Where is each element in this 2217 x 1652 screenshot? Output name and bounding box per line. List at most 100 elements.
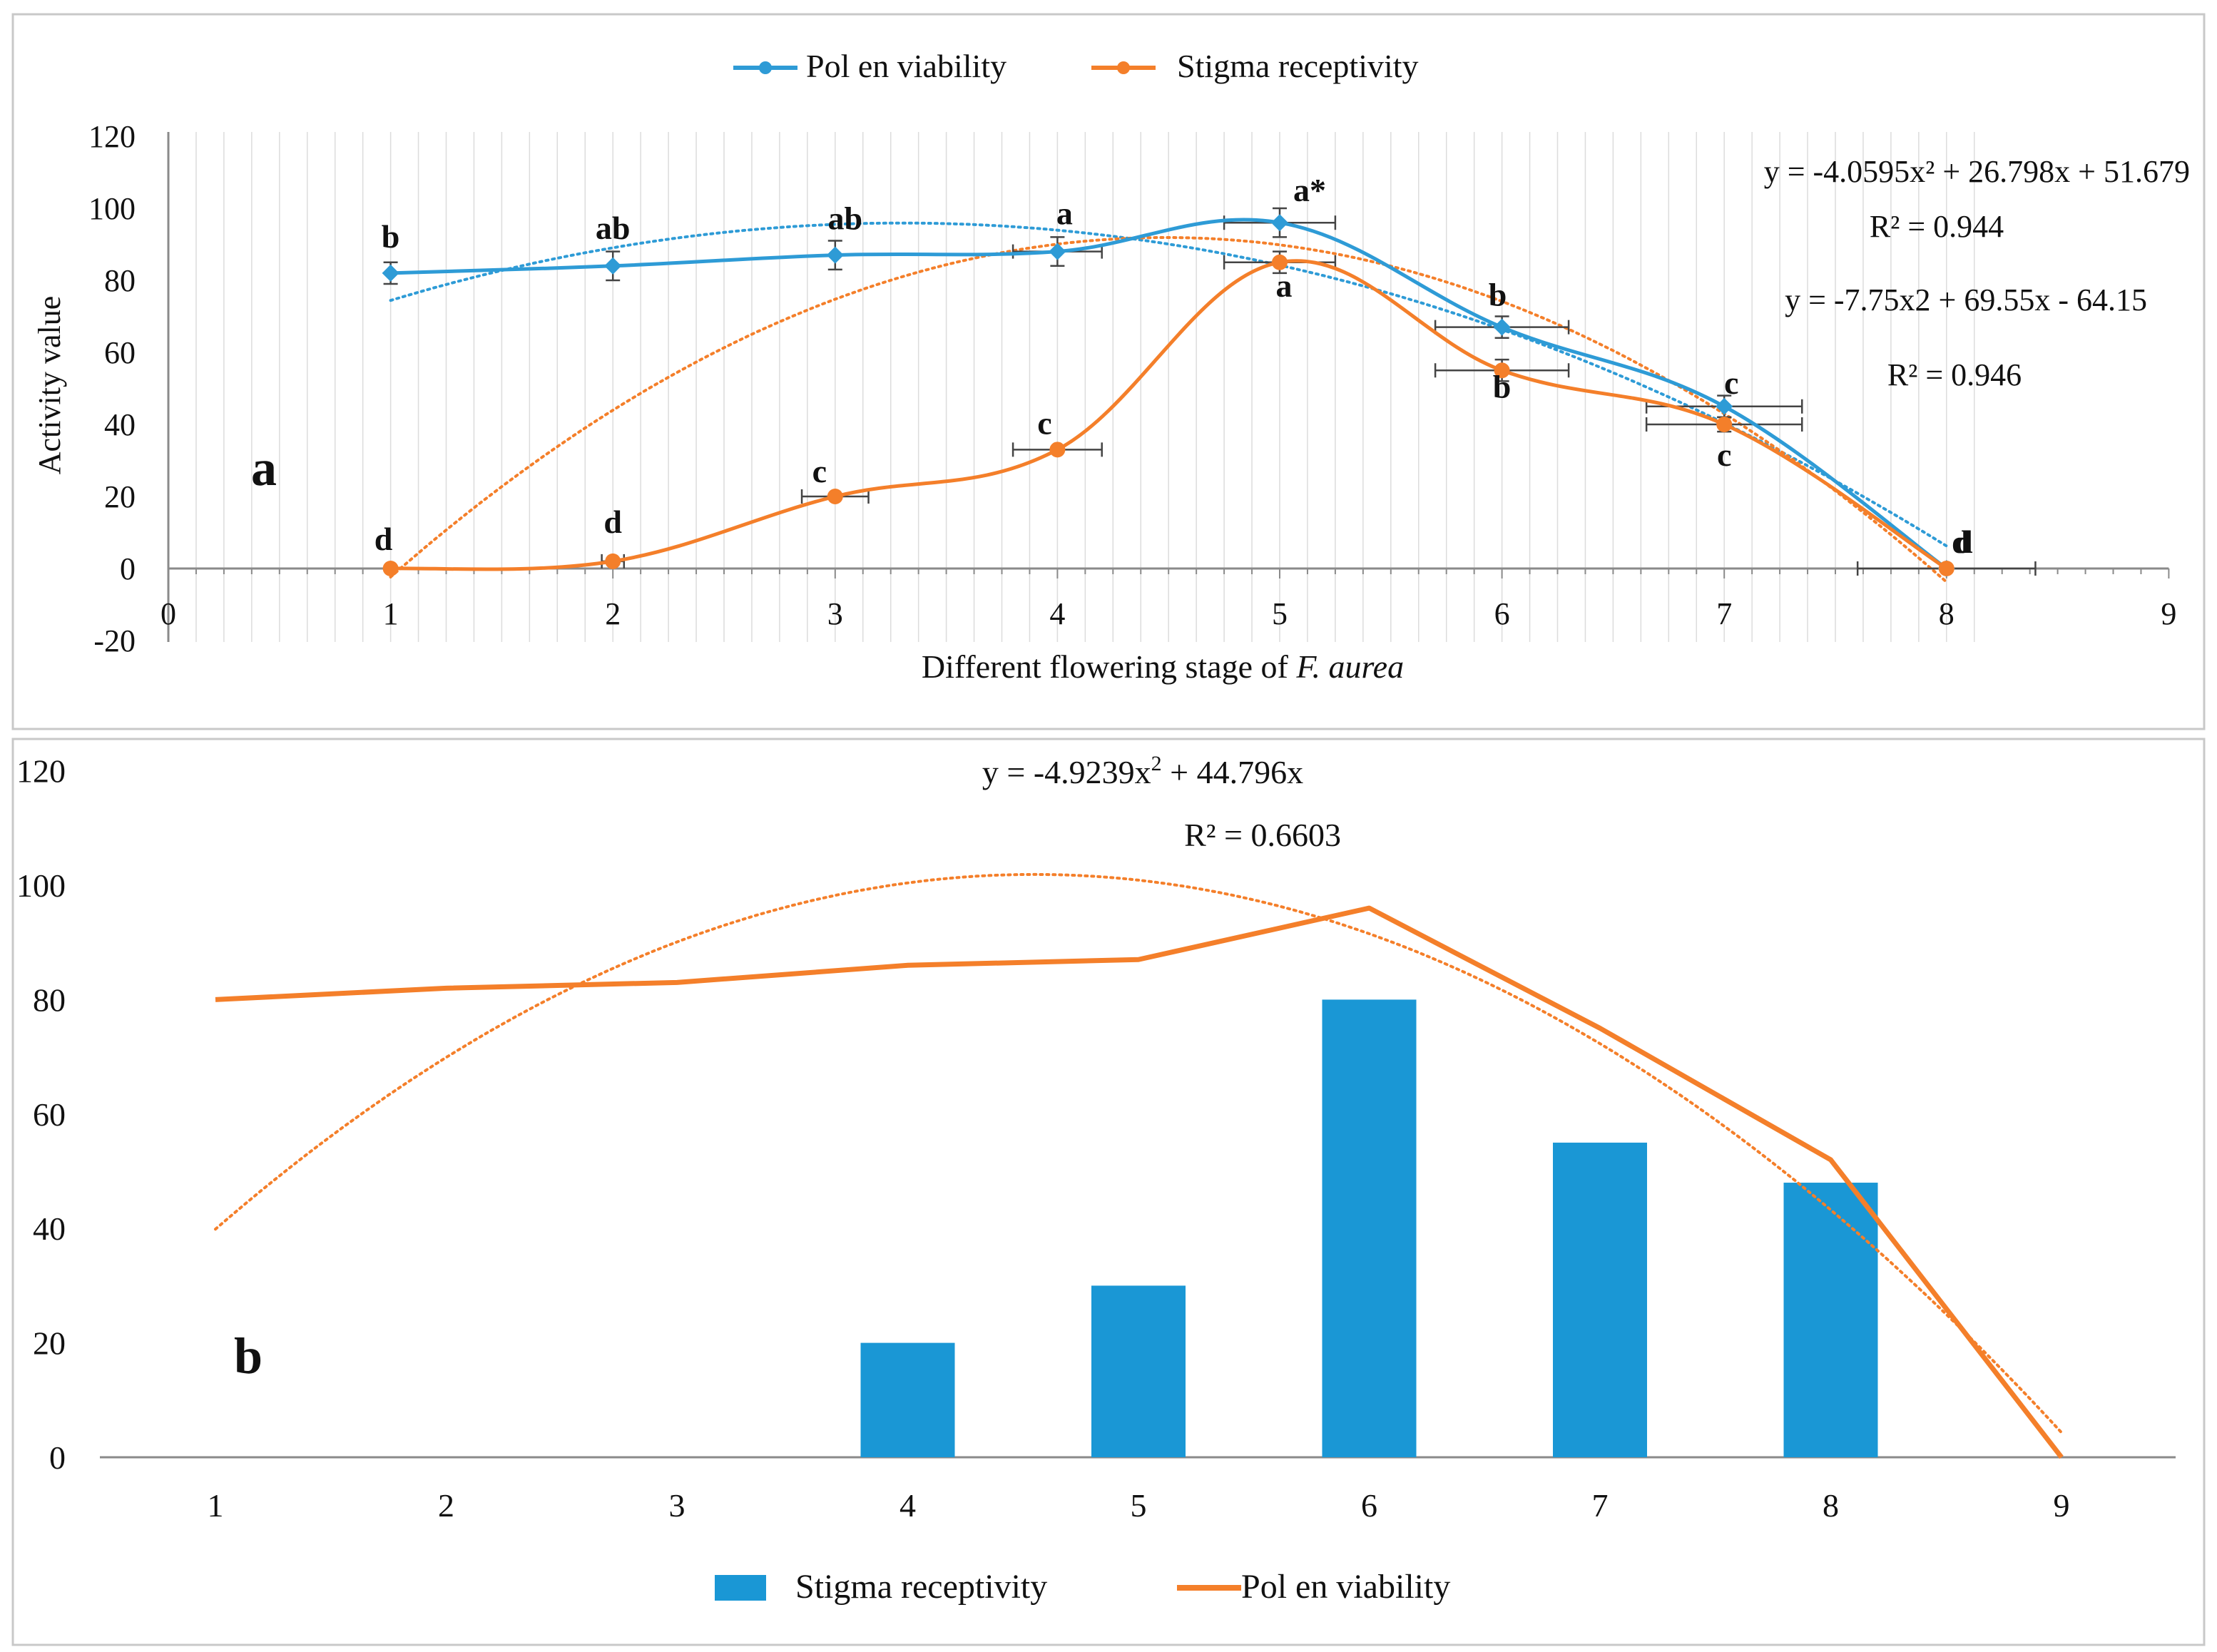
panel-b-trendline bbox=[214, 872, 2063, 1434]
panel-a-label-pollen: ab bbox=[828, 200, 863, 237]
panel-a-line-pollen bbox=[390, 218, 1948, 571]
legend-label-stigma: Stigma receptivity bbox=[1177, 48, 1419, 84]
panel-a-tick-labels: -20 0 20 40 60 80 100 120 0 1 2 3 4 5 6 7 8 9 bbox=[88, 119, 2176, 658]
panel-b-legend-label-stigma: Stigma receptivity bbox=[795, 1568, 1047, 1606]
legend-item-stigma: Stigma receptivity bbox=[1091, 48, 1419, 84]
panel-a-frame bbox=[11, 13, 2206, 730]
panel-a-y-tick-label: 80 bbox=[104, 263, 136, 298]
panel-a-label-stigma: d bbox=[603, 504, 622, 540]
panel-b-trend-equation: y = -4.9239x2 + 44.796x bbox=[982, 752, 1303, 790]
panel-b-bar bbox=[1553, 1142, 1647, 1457]
legend-item-pollen: Pol en viability bbox=[733, 48, 1006, 84]
panel-b-x-tick-label: 4 bbox=[899, 1487, 916, 1524]
panel-b-tick-labels: 0 20 40 60 80 100 120 1 2 3 4 5 6 7 8 9 bbox=[16, 753, 2070, 1524]
panel-a-point-pollen bbox=[382, 264, 399, 282]
panel-a-label-pollen: a bbox=[1056, 195, 1073, 232]
panel-a-x-tick-label: 2 bbox=[605, 596, 621, 631]
panel-a-pollen-trend-equation: y = -4.0595x² + 26.798x + 51.679 bbox=[1764, 154, 2190, 189]
panel-a-y-tick-label: 60 bbox=[104, 335, 136, 370]
panel-a-label-pollen: a* bbox=[1293, 172, 1326, 208]
panel-a-x-tick-label: 3 bbox=[827, 596, 843, 631]
panel-a-label-pollen: d bbox=[1954, 524, 1973, 560]
panel-a-point-stigma bbox=[1049, 442, 1066, 458]
panel-a-label-stigma: b bbox=[1493, 368, 1512, 404]
panel-b-x-tick-label: 8 bbox=[1823, 1487, 1839, 1524]
panel-a-stigma-trend-equation: y = -7.75x2 + 69.55x - 64.15 bbox=[1785, 282, 2147, 317]
panel-a-point-stigma bbox=[1494, 362, 1510, 379]
legend-item-pollen-line: Pol en viability bbox=[1177, 1568, 1450, 1606]
panel-a-point-stigma bbox=[1272, 254, 1288, 270]
panel-a-x-axis-title: Different flowering stage of F. aurea bbox=[922, 648, 1404, 685]
panel-a-label-stigma: c bbox=[1037, 404, 1051, 441]
panel-b-bar bbox=[860, 1342, 955, 1457]
panel-a-line-stigma bbox=[390, 259, 1948, 571]
panel-a-y-axis-title: Activity value bbox=[32, 296, 67, 475]
panel-a-point-stigma bbox=[1938, 561, 1954, 576]
panel-b-line bbox=[215, 905, 2064, 1459]
panel-a-label-pollen: c bbox=[1724, 364, 1738, 401]
panel-a-series-lines bbox=[390, 218, 1948, 571]
panel-a-point-stigma bbox=[382, 561, 399, 576]
panel-b-x-tick-label: 1 bbox=[208, 1487, 224, 1524]
panel-b-legend-label-pollen: Pol en viability bbox=[1241, 1568, 1450, 1606]
panel-b-line-pollen bbox=[215, 905, 2064, 1459]
panel-b-bar bbox=[1783, 1183, 1878, 1457]
panel-a-x-tick-label: 0 bbox=[160, 596, 176, 631]
legend-label-pollen: Pol en viability bbox=[806, 48, 1006, 84]
panel-b-y-tick-label: 60 bbox=[33, 1096, 66, 1133]
panel-b-x-tick-label: 5 bbox=[1131, 1487, 1147, 1524]
panel-b-y-tick-label: 80 bbox=[33, 981, 66, 1018]
panel-a-pollen-trend-r2: R² = 0.944 bbox=[1870, 209, 2004, 244]
panel-a-y-tick-label: -20 bbox=[93, 623, 136, 658]
panel-a-point-pollen bbox=[826, 246, 844, 264]
panel-b-y-tick-label: 0 bbox=[49, 1439, 66, 1476]
panel-a-x-tick-label: 4 bbox=[1049, 596, 1065, 631]
panel-b-x-tick-label: 6 bbox=[1361, 1487, 1377, 1524]
panel-a-legend: Pol en viability Stigma receptivity bbox=[733, 48, 1419, 84]
panel-b-letter: b bbox=[234, 1327, 263, 1385]
panel-a-label-stigma: c bbox=[812, 453, 827, 489]
panel-a-trendline-stigma bbox=[389, 236, 1948, 583]
panel-a-label-pollen: b bbox=[1489, 277, 1507, 313]
panel-a-label-stigma: d bbox=[374, 521, 393, 557]
legend-item-stigma-bars: Stigma receptivity bbox=[715, 1568, 1047, 1606]
panel-b-bar bbox=[1322, 999, 1417, 1457]
panel-a-point-pollen bbox=[1716, 397, 1733, 415]
panel-a-point-pollen bbox=[1271, 214, 1288, 232]
panel-b-bar bbox=[1091, 1285, 1186, 1457]
panel-a-gridlines bbox=[168, 132, 1975, 642]
panel-a-x-tick-label: 5 bbox=[1272, 596, 1288, 631]
panel-b-legend: Stigma receptivity Pol en viability bbox=[715, 1568, 1450, 1606]
panel-a-points bbox=[382, 214, 1955, 577]
panel-b-chart: 0 20 40 60 80 100 120 1 2 3 4 5 6 7 8 9 y = -4.9239x2 +… bbox=[16, 752, 2176, 1606]
panel-a-x-tick-label: 9 bbox=[2161, 596, 2176, 631]
panel-a-point-pollen bbox=[604, 257, 622, 275]
panel-a-stigma-trend-r2: R² = 0.946 bbox=[1887, 357, 2022, 392]
panel-a-label-stigma: a bbox=[1276, 267, 1293, 304]
panel-b-y-tick-label: 100 bbox=[16, 867, 66, 904]
panel-a-x-tick-label: 8 bbox=[1939, 596, 1954, 631]
panel-b-y-tick-label: 20 bbox=[33, 1325, 66, 1362]
panel-a-label-pollen: b bbox=[382, 218, 400, 255]
panel-b-x-tick-label: 7 bbox=[1592, 1487, 1609, 1524]
panel-a-x-tick-label: 7 bbox=[1716, 596, 1732, 631]
panel-a-point-pollen bbox=[1049, 243, 1066, 260]
panel-a-point-pollen bbox=[1493, 318, 1511, 336]
panel-a-y-tick-label: 100 bbox=[88, 191, 136, 226]
panel-a-point-stigma bbox=[1716, 417, 1733, 432]
panel-a-y-tick-label: 20 bbox=[104, 479, 136, 514]
panel-b-y-tick-label: 120 bbox=[16, 753, 66, 790]
panel-a-x-tick-label: 6 bbox=[1494, 596, 1510, 631]
panel-b-x-tick-label: 2 bbox=[438, 1487, 454, 1524]
panel-a-y-tick-label: 40 bbox=[104, 407, 136, 442]
panel-a-label-stigma: d bbox=[1952, 524, 1970, 560]
panel-a-point-stigma bbox=[605, 553, 621, 569]
panel-a-label-pollen: ab bbox=[596, 210, 631, 246]
panel-b-x-tick-label: 9 bbox=[2054, 1487, 2070, 1524]
panel-b-x-tick-label: 3 bbox=[669, 1487, 686, 1524]
panel-a-y-tick-label: 0 bbox=[120, 551, 136, 586]
panel-b-bars bbox=[860, 999, 1878, 1457]
